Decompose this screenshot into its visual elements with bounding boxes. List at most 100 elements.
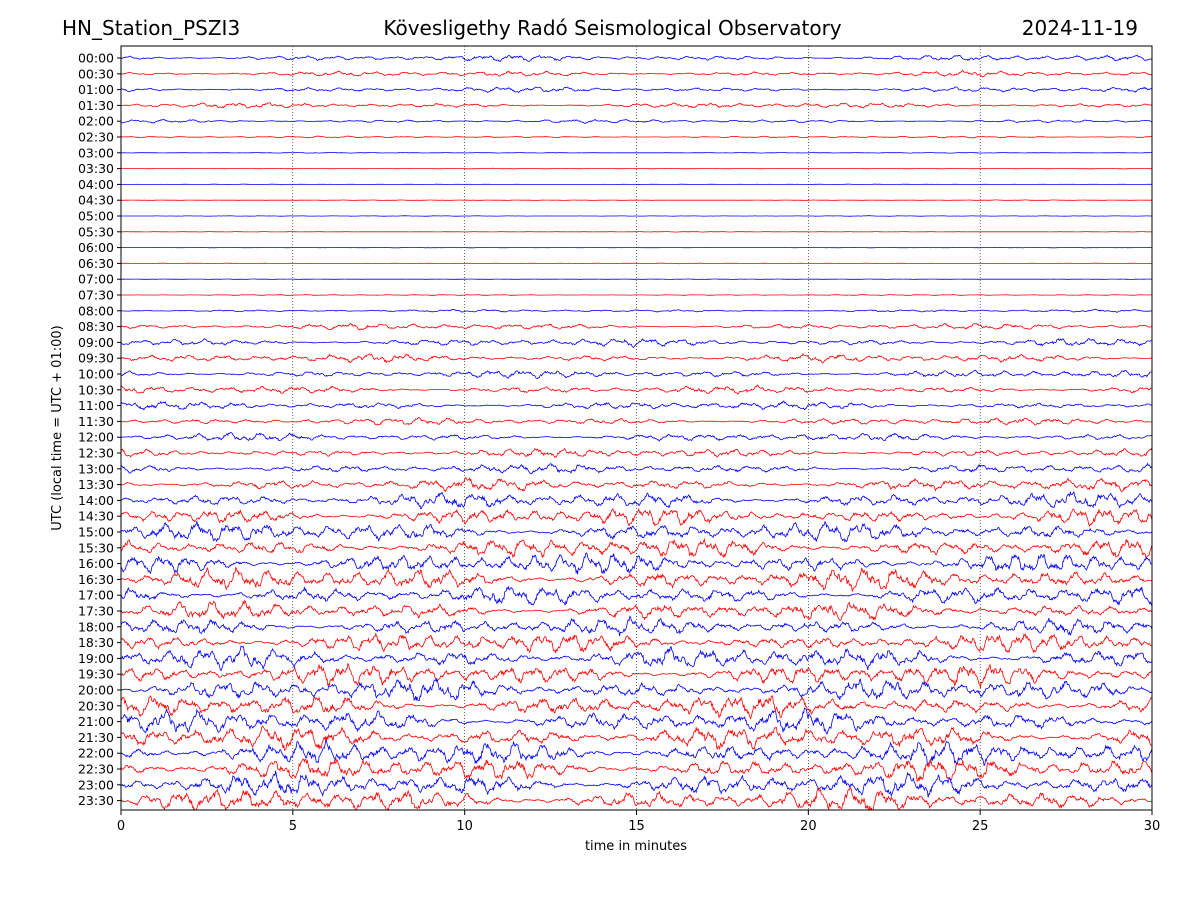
trace-0600 bbox=[121, 246, 1152, 249]
y-tick-label: 21:30 bbox=[78, 730, 114, 745]
trace-1230 bbox=[121, 447, 1152, 459]
trace-2330 bbox=[121, 786, 1152, 810]
y-tick-label: 03:00 bbox=[78, 145, 114, 160]
trace-2000 bbox=[121, 677, 1152, 702]
y-tick-label: 22:30 bbox=[78, 762, 114, 777]
trace-0930 bbox=[121, 353, 1152, 364]
y-tick-label: 22:00 bbox=[78, 746, 114, 761]
y-axis: 00:0000:3001:0001:3002:0002:3003:0003:30… bbox=[78, 51, 121, 808]
y-tick-label: 06:30 bbox=[78, 256, 114, 271]
trace-0400 bbox=[121, 183, 1152, 186]
y-tick-label: 16:00 bbox=[78, 556, 114, 571]
y-tick-label: 19:00 bbox=[78, 651, 114, 666]
y-tick-label: 07:30 bbox=[78, 288, 114, 303]
y-tick-label: 01:00 bbox=[78, 82, 114, 97]
y-tick-label: 19:30 bbox=[78, 667, 114, 682]
trace-0700 bbox=[121, 278, 1152, 280]
trace-1800 bbox=[121, 615, 1152, 637]
y-tick-label: 17:30 bbox=[78, 604, 114, 619]
trace-0430 bbox=[121, 199, 1152, 201]
y-tick-label: 17:00 bbox=[78, 588, 114, 603]
trace-1730 bbox=[121, 599, 1152, 622]
y-tick-label: 23:00 bbox=[78, 777, 114, 792]
trace-2200 bbox=[121, 739, 1152, 767]
trace-0200 bbox=[121, 118, 1152, 124]
y-tick-label: 05:00 bbox=[78, 209, 114, 224]
trace-0630 bbox=[121, 262, 1152, 265]
y-tick-label: 06:00 bbox=[78, 240, 114, 255]
x-tick-label: 30 bbox=[1144, 819, 1161, 834]
y-tick-label: 21:00 bbox=[78, 714, 114, 729]
y-tick-label: 09:00 bbox=[78, 335, 114, 350]
trace-1830 bbox=[121, 632, 1152, 655]
y-tick-label: 15:00 bbox=[78, 525, 114, 540]
trace-1500 bbox=[121, 520, 1152, 543]
trace-0230 bbox=[121, 135, 1152, 139]
y-tick-label: 04:30 bbox=[78, 193, 114, 208]
y-tick-label: 05:30 bbox=[78, 224, 114, 239]
y-tick-label: 03:30 bbox=[78, 161, 114, 176]
y-tick-label: 01:30 bbox=[78, 98, 114, 113]
trace-0830 bbox=[121, 322, 1152, 331]
x-axis: 0 5 10 15 20 25 30 bbox=[117, 810, 1160, 834]
y-tick-label: 18:00 bbox=[78, 619, 114, 634]
y-tick-label: 02:30 bbox=[78, 130, 114, 145]
trace-0100 bbox=[121, 86, 1152, 94]
trace-1400 bbox=[121, 490, 1152, 510]
trace-0030 bbox=[121, 69, 1152, 78]
y-tick-label: 10:00 bbox=[78, 367, 114, 382]
y-tick-label: 08:00 bbox=[78, 303, 114, 318]
y-axis-label: UTC (local time = UTC + 01:00) bbox=[50, 325, 65, 530]
trace-0530 bbox=[121, 231, 1152, 233]
y-tick-label: 02:00 bbox=[78, 114, 114, 129]
trace-2130 bbox=[121, 725, 1152, 752]
trace-0500 bbox=[121, 215, 1152, 217]
y-tick-label: 00:30 bbox=[78, 66, 114, 81]
trace-1300 bbox=[121, 462, 1152, 475]
trace-0800 bbox=[121, 308, 1152, 313]
chart-title: Kövesligethy Radó Seismological Observat… bbox=[383, 16, 842, 40]
chart-date: 2024-11-19 bbox=[1021, 16, 1138, 40]
trace-2300 bbox=[121, 770, 1152, 798]
y-tick-label: 08:30 bbox=[78, 319, 114, 334]
y-tick-label: 20:00 bbox=[78, 683, 114, 698]
trace-0330 bbox=[121, 167, 1152, 170]
trace-1600 bbox=[121, 552, 1152, 575]
trace-1200 bbox=[121, 432, 1152, 442]
trace-1000 bbox=[121, 369, 1152, 379]
trace-1430 bbox=[121, 507, 1152, 528]
trace-1100 bbox=[121, 400, 1152, 411]
station-name: HN_Station_PSZI3 bbox=[62, 16, 241, 40]
y-tick-label: 00:00 bbox=[78, 51, 114, 66]
y-tick-label: 09:30 bbox=[78, 351, 114, 366]
y-tick-label: 18:30 bbox=[78, 635, 114, 650]
trace-1930 bbox=[121, 662, 1152, 689]
trace-0000 bbox=[121, 54, 1152, 62]
traces bbox=[121, 54, 1152, 810]
trace-2030 bbox=[121, 694, 1152, 720]
y-tick-label: 13:30 bbox=[78, 477, 114, 492]
y-tick-label: 23:30 bbox=[78, 793, 114, 808]
y-tick-label: 15:30 bbox=[78, 540, 114, 555]
grid-lines bbox=[292, 46, 981, 810]
y-tick-label: 14:30 bbox=[78, 509, 114, 524]
y-tick-label: 11:30 bbox=[78, 414, 114, 429]
y-tick-label: 20:30 bbox=[78, 698, 114, 713]
x-axis-label: time in minutes bbox=[585, 839, 687, 854]
y-tick-label: 14:00 bbox=[78, 493, 114, 508]
x-tick-label: 25 bbox=[972, 819, 989, 834]
trace-1330 bbox=[121, 477, 1152, 493]
trace-1030 bbox=[121, 384, 1152, 395]
trace-1530 bbox=[121, 537, 1152, 560]
y-tick-label: 07:00 bbox=[78, 272, 114, 287]
y-tick-label: 04:00 bbox=[78, 177, 114, 192]
x-tick-label: 0 bbox=[117, 819, 125, 834]
y-tick-label: 11:00 bbox=[78, 398, 114, 413]
y-tick-label: 10:30 bbox=[78, 382, 114, 397]
y-tick-label: 12:30 bbox=[78, 446, 114, 461]
y-tick-label: 13:00 bbox=[78, 461, 114, 476]
trace-0300 bbox=[121, 151, 1152, 154]
trace-1130 bbox=[121, 416, 1152, 426]
trace-1700 bbox=[121, 585, 1152, 606]
